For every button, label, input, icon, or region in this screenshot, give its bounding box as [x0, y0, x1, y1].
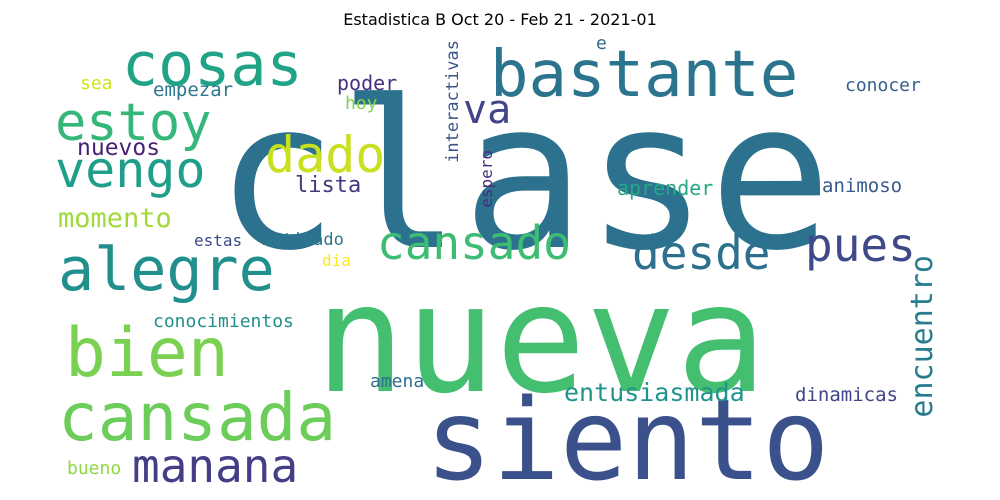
word-interactivas: interactivas — [443, 40, 463, 163]
word-cosas: cosas — [122, 35, 303, 100]
word-dado: dado — [265, 126, 386, 184]
word-amena: amena — [370, 371, 425, 392]
word-pues: pues — [805, 218, 916, 272]
word-hoy: hoy — [345, 93, 378, 114]
word-dinamicas: dinamicas — [795, 384, 898, 406]
word-entusiasmada: entusiasmada — [564, 378, 745, 407]
word-siento: siento — [425, 376, 830, 485]
word-nuevos: nuevos — [77, 135, 161, 161]
word-desde: desde — [632, 226, 771, 280]
word-cloud: clase nueva siento bastante cosas estoy … — [50, 35, 950, 485]
chart-title: Estadistica B Oct 20 - Feb 21 - 2021-01 — [343, 10, 657, 29]
word-estas: estas — [194, 231, 243, 250]
word-bien: bien — [65, 314, 229, 393]
word-conocer: conocer — [845, 75, 921, 96]
word-vengo: vengo — [55, 141, 206, 199]
word-empezar: empezar — [153, 79, 234, 101]
word-nueva: nueva — [315, 253, 767, 427]
word-bastante: bastante — [490, 38, 799, 112]
word-estoy: estoy — [55, 93, 212, 153]
word-aprender: aprender — [617, 176, 714, 200]
word-va: va — [463, 87, 512, 133]
word-dia: dia — [322, 251, 351, 270]
word-poder: poder — [337, 71, 398, 95]
word-lista: lista — [295, 173, 362, 198]
word-sea: sea — [80, 73, 113, 94]
word-motivado: motivado — [262, 230, 344, 250]
word-encuentro: encuentro — [905, 255, 940, 418]
word-e: e — [596, 35, 607, 54]
word-espero: espero — [477, 150, 496, 208]
word-bueno: bueno — [67, 458, 122, 479]
word-alegre: alegre — [58, 235, 275, 305]
word-animoso: animoso — [822, 175, 903, 197]
word-cansado: cansado — [377, 216, 571, 270]
word-conocimientos: conocimientos — [153, 311, 294, 332]
word-clase: clase — [215, 58, 833, 296]
word-cansada: cansada — [58, 379, 337, 456]
word-momento: momento — [58, 203, 172, 234]
word-manana: manana — [132, 439, 299, 485]
